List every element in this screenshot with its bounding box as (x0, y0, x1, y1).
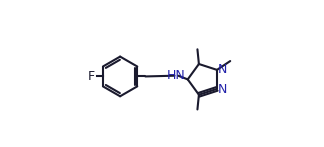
Text: F: F (88, 70, 95, 83)
Text: N: N (218, 83, 227, 96)
Text: HN: HN (167, 69, 185, 82)
Text: N: N (218, 63, 227, 76)
